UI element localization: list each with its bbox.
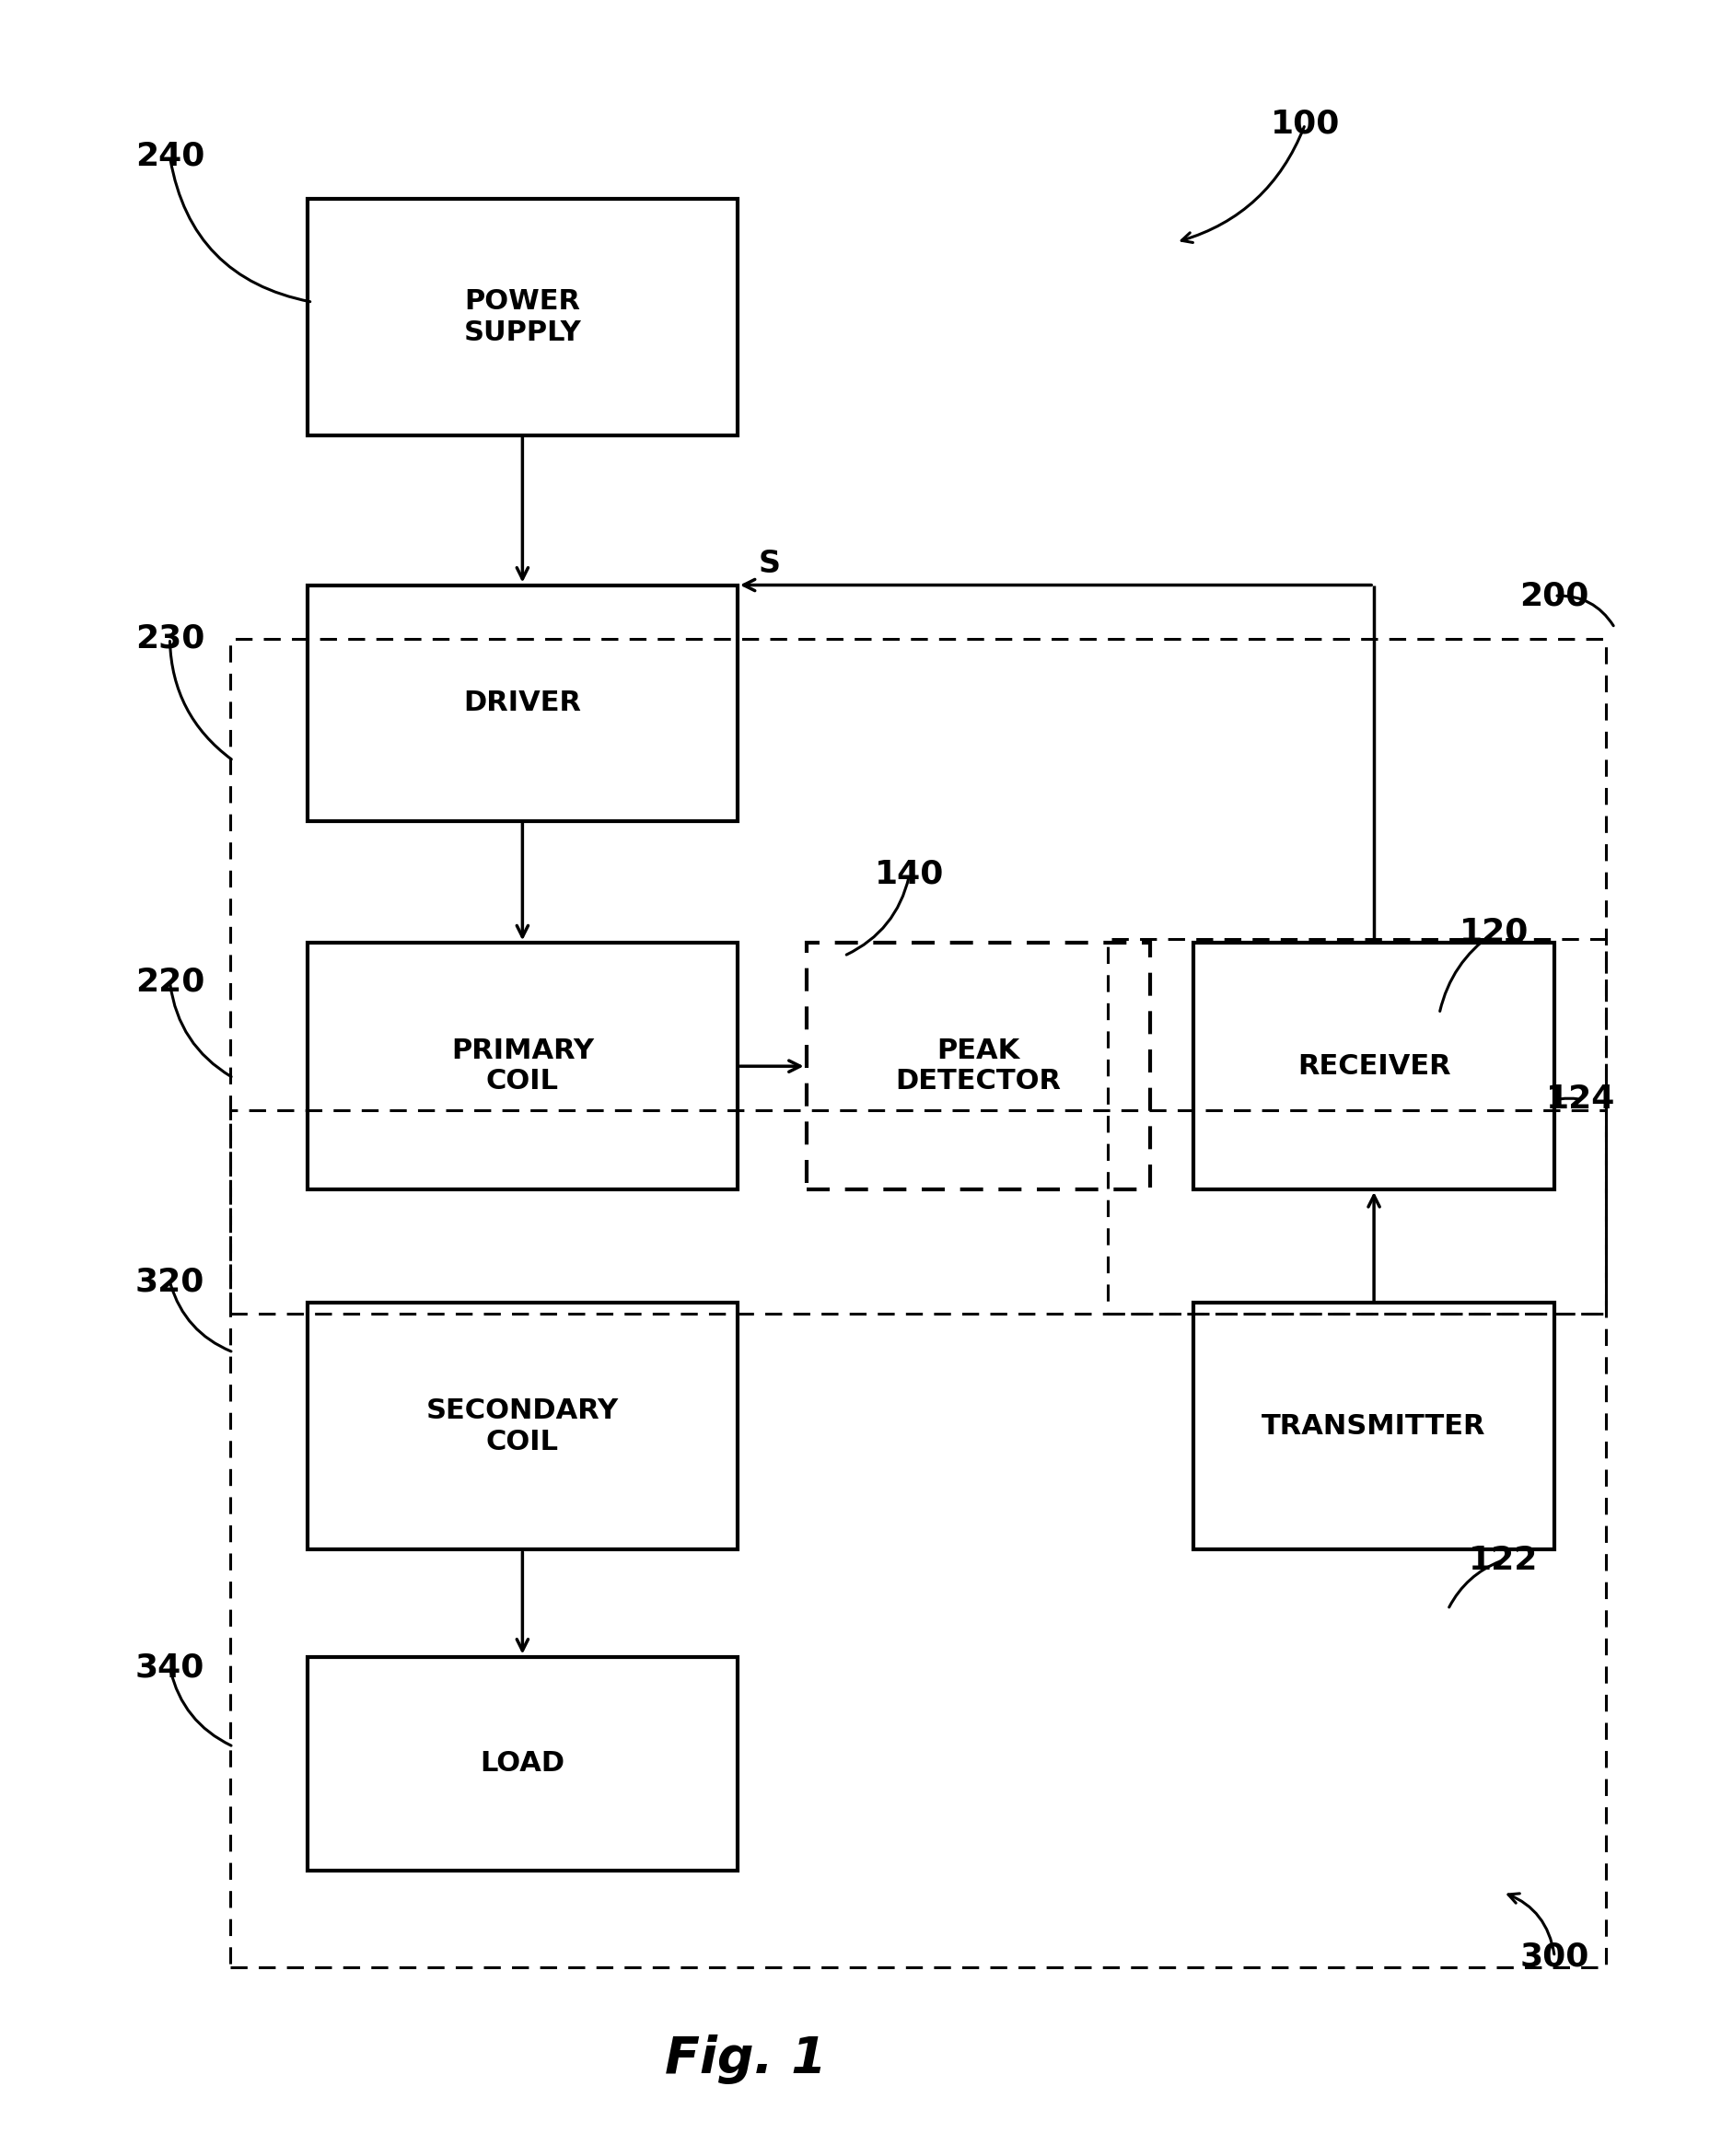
Text: 340: 340	[135, 1651, 204, 1684]
Bar	[307, 942, 738, 1190]
Text: 124: 124	[1546, 1084, 1615, 1115]
Bar	[307, 198, 738, 436]
Text: 230: 230	[135, 623, 204, 653]
Bar	[806, 942, 1151, 1190]
Text: 220: 220	[135, 966, 204, 998]
Text: DRIVER: DRIVER	[463, 690, 581, 716]
Bar	[1107, 938, 1606, 1313]
Text: SECONDARY
COIL: SECONDARY COIL	[426, 1397, 619, 1455]
Text: PEAK
DETECTOR: PEAK DETECTOR	[896, 1037, 1061, 1095]
Bar	[230, 1110, 1606, 1968]
Bar	[230, 638, 1606, 1313]
Text: RECEIVER: RECEIVER	[1298, 1052, 1451, 1080]
Text: 100: 100	[1270, 108, 1340, 140]
Text: 320: 320	[135, 1266, 204, 1298]
Bar	[1194, 942, 1555, 1190]
Text: 122: 122	[1468, 1544, 1537, 1576]
Text: Fig. 1: Fig. 1	[665, 2035, 827, 2085]
Text: 140: 140	[875, 858, 944, 890]
Bar	[307, 1302, 738, 1550]
Text: POWER
SUPPLY: POWER SUPPLY	[464, 289, 581, 345]
Text: PRIMARY
COIL: PRIMARY COIL	[451, 1037, 594, 1095]
Text: 240: 240	[135, 140, 204, 172]
Bar	[1194, 1302, 1555, 1550]
Text: 120: 120	[1459, 916, 1529, 949]
Bar	[307, 584, 738, 821]
Text: 200: 200	[1520, 580, 1589, 612]
Text: S: S	[757, 548, 780, 578]
Text: LOAD: LOAD	[480, 1751, 565, 1777]
Text: TRANSMITTER: TRANSMITTER	[1262, 1412, 1487, 1440]
Text: 300: 300	[1520, 1940, 1589, 1973]
Bar	[307, 1656, 738, 1871]
